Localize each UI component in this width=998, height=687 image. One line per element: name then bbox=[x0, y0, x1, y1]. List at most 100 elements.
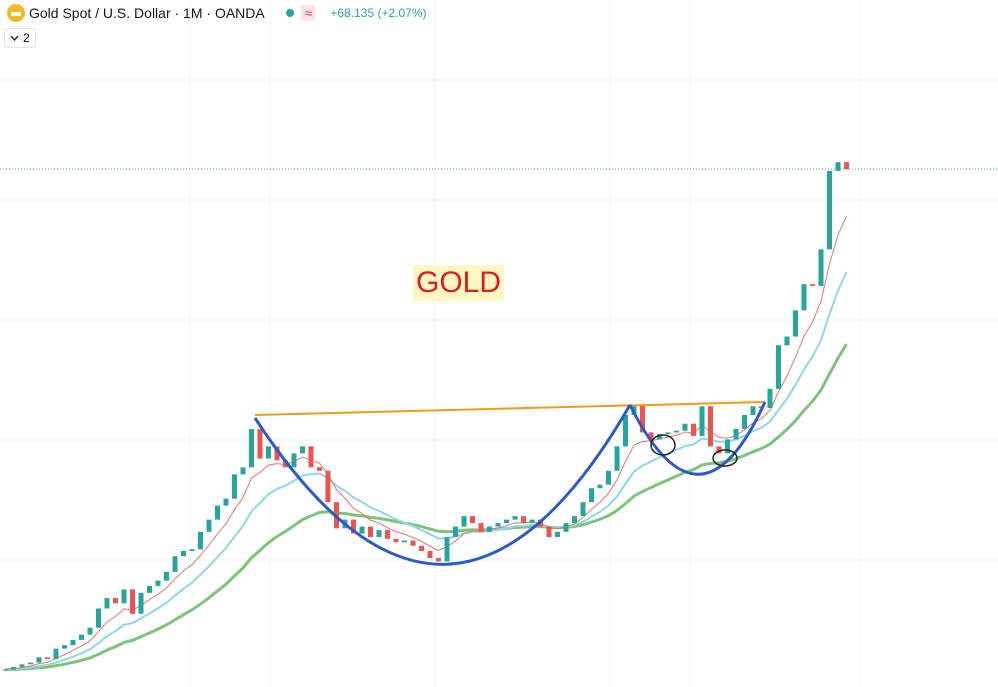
candle bbox=[512, 516, 518, 520]
candle bbox=[2, 669, 8, 671]
indicator-toggle[interactable]: 2 bbox=[4, 28, 36, 48]
candle bbox=[28, 662, 33, 665]
candle bbox=[665, 432, 671, 435]
candle bbox=[742, 414, 747, 429]
candle bbox=[725, 439, 730, 454]
candle bbox=[487, 526, 492, 532]
candle bbox=[504, 519, 509, 524]
candle bbox=[368, 526, 373, 538]
candle bbox=[699, 406, 705, 436]
handle-curve bbox=[628, 401, 767, 476]
candle bbox=[266, 446, 271, 459]
candle bbox=[521, 516, 526, 524]
candle bbox=[640, 404, 645, 433]
candle bbox=[172, 556, 178, 572]
candle bbox=[810, 284, 815, 286]
candle bbox=[215, 505, 220, 520]
candle bbox=[427, 550, 433, 558]
candle bbox=[62, 645, 67, 649]
candle bbox=[113, 598, 118, 604]
chevron-icon bbox=[10, 35, 19, 41]
candle bbox=[657, 434, 662, 440]
candle bbox=[164, 571, 169, 581]
moving-average bbox=[4, 343, 848, 672]
candle bbox=[223, 498, 229, 506]
candle bbox=[79, 634, 84, 640]
candle bbox=[589, 488, 594, 503]
candle bbox=[96, 608, 101, 628]
candle bbox=[351, 519, 356, 534]
candle bbox=[529, 519, 535, 524]
candle bbox=[130, 589, 135, 614]
candle bbox=[776, 345, 781, 389]
candle bbox=[444, 537, 450, 562]
candle bbox=[827, 170, 832, 250]
candle bbox=[784, 336, 790, 346]
chart-annotation: GOLD bbox=[413, 265, 505, 301]
candle bbox=[835, 162, 841, 171]
candle bbox=[147, 585, 152, 593]
candle bbox=[359, 526, 365, 534]
candle bbox=[121, 589, 127, 604]
candle bbox=[648, 432, 654, 440]
candle bbox=[844, 162, 849, 170]
candle bbox=[546, 526, 552, 538]
status-dot bbox=[285, 9, 294, 17]
highlight-ellipse bbox=[650, 434, 676, 456]
cup-curve bbox=[253, 404, 632, 566]
candle bbox=[478, 523, 484, 532]
candle bbox=[232, 474, 237, 499]
candle bbox=[206, 519, 212, 532]
candle bbox=[300, 446, 305, 454]
candle bbox=[240, 467, 246, 475]
candle bbox=[393, 538, 399, 543]
candle bbox=[45, 657, 50, 660]
candle bbox=[580, 502, 586, 517]
candle bbox=[495, 523, 501, 527]
candle bbox=[53, 648, 59, 660]
candle bbox=[453, 526, 458, 538]
candle bbox=[198, 531, 203, 550]
candle bbox=[614, 446, 620, 471]
candle bbox=[708, 406, 713, 447]
price-change: +68.135 (+2.07%) bbox=[330, 6, 427, 20]
candle bbox=[436, 557, 441, 562]
candle bbox=[189, 549, 195, 551]
candle bbox=[138, 592, 144, 614]
candle bbox=[793, 310, 798, 337]
candle bbox=[733, 428, 739, 440]
candle bbox=[682, 423, 688, 431]
moving-average bbox=[4, 215, 847, 671]
resistance-line bbox=[254, 401, 766, 416]
candle bbox=[410, 540, 416, 546]
candle bbox=[461, 516, 467, 527]
candle bbox=[674, 430, 679, 433]
candle bbox=[36, 657, 42, 663]
symbol-icon bbox=[7, 4, 25, 22]
candle bbox=[155, 580, 161, 586]
header: Gold Spot / U.S. Dollar · 1M · OANDA ≈ +… bbox=[0, 0, 427, 26]
candle bbox=[104, 598, 110, 609]
candle bbox=[716, 446, 722, 454]
moving-average bbox=[4, 271, 848, 671]
candle bbox=[283, 460, 288, 468]
candle bbox=[385, 530, 390, 539]
status-icon[interactable]: ≈ bbox=[300, 5, 317, 21]
candle bbox=[555, 531, 560, 538]
candle bbox=[623, 414, 628, 447]
candle bbox=[11, 666, 16, 670]
highlight-ellipse bbox=[712, 449, 738, 467]
series bbox=[0, 162, 998, 672]
candle bbox=[750, 406, 756, 415]
candle bbox=[818, 249, 824, 286]
candle bbox=[801, 284, 807, 311]
candle bbox=[70, 639, 76, 646]
candle bbox=[87, 627, 93, 635]
candle bbox=[308, 446, 314, 468]
candle bbox=[257, 428, 263, 459]
candle bbox=[249, 428, 254, 468]
candle bbox=[572, 516, 577, 524]
